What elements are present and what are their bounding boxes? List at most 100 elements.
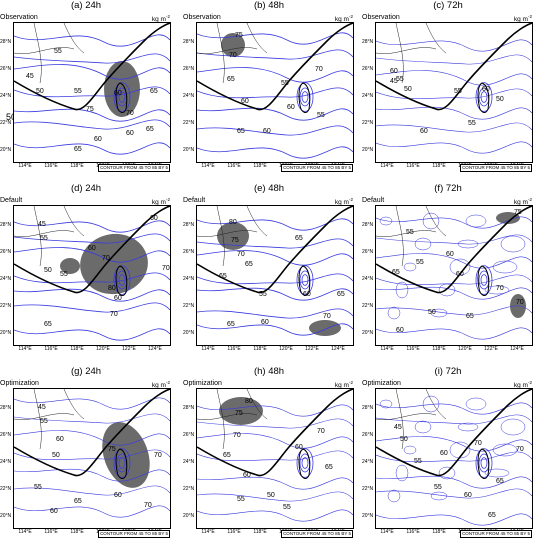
units-label: kg m-2 — [151, 14, 170, 24]
contour-line — [14, 34, 170, 47]
contour-line — [197, 87, 353, 99]
longitude-label: 114°E — [380, 529, 394, 535]
latitude-label: 22°N — [0, 303, 12, 309]
contour-line — [376, 414, 532, 425]
units-label: kg m-2 — [151, 197, 170, 207]
longitude-label: 120°E — [96, 346, 110, 352]
contour-ring — [113, 82, 131, 112]
contour-loop — [500, 418, 526, 436]
run-label: Observation — [183, 14, 221, 21]
boundary-line — [246, 206, 268, 237]
latitude-label: 20°N — [0, 330, 12, 336]
latitude-label: 24°N — [183, 276, 195, 282]
contour-line — [14, 430, 170, 446]
boundary-line — [425, 23, 447, 54]
taiwan-outline — [115, 265, 128, 296]
map-panel: (b) 48h Observation kg m-2 75 70 65 60 55 70 60 55… — [183, 0, 355, 172]
contour-label: 65 — [466, 313, 474, 320]
latitude-label: 26°N — [0, 66, 12, 72]
contour-loop — [492, 443, 518, 457]
latitude-label: 26°N — [183, 249, 195, 255]
contour-label: 65 — [227, 321, 235, 328]
panel-title: (a) 24h — [70, 0, 102, 11]
boundary-line — [216, 389, 225, 450]
map-area: 45 55 60 50 75 55 70 60 65 60 70 — [13, 388, 171, 529]
latitude-label: 26°N — [362, 432, 374, 438]
contour-label: 60 — [114, 492, 122, 499]
map-panel: (d) 24h Default kg m-2 45 55 60 50 55 70 80 60 70 65… — [0, 183, 172, 355]
contour-line — [376, 70, 532, 86]
contour-label: 75 — [108, 446, 116, 453]
latitude-label: 24°N — [362, 459, 374, 465]
contour-line — [197, 107, 353, 121]
contour-label: 70 — [474, 440, 482, 447]
contour-loop — [422, 395, 440, 413]
boundary-line — [33, 206, 42, 267]
contour-loop — [422, 212, 440, 230]
latitude-label: 22°N — [183, 120, 195, 126]
contour-label: 45 — [390, 78, 398, 85]
panel-title: (i) 72h — [434, 366, 462, 377]
page-side-label: 50 — [6, 112, 17, 122]
contour-loop — [379, 216, 393, 226]
contour-loop — [395, 464, 409, 482]
contour-label: 50 — [496, 96, 504, 103]
contour-line — [376, 488, 532, 499]
run-label: Optimization — [362, 380, 401, 387]
contour-label: 60 — [440, 450, 448, 457]
latitude-label: 26°N — [183, 432, 195, 438]
longitude-label: 116°E — [227, 346, 241, 352]
boundary-line — [376, 413, 437, 420]
latitude-label: 24°N — [183, 93, 195, 99]
latitude-label: 28°N — [0, 222, 12, 228]
contour-line — [14, 119, 170, 130]
contour-label: 65 — [74, 498, 82, 505]
latitude-label: 24°N — [0, 276, 12, 282]
contour-line — [197, 418, 353, 429]
contour-label: 60 — [114, 295, 122, 302]
map-area: 80 75 70 65 65 65 60 55 60 65 70 65 — [196, 205, 354, 346]
contour-label: 60 — [94, 136, 102, 143]
latitude-label: 26°N — [362, 249, 374, 255]
contour-label: 60 — [50, 508, 58, 515]
run-label: Optimization — [183, 380, 222, 387]
contour-label: 65 — [325, 464, 333, 471]
latitude-label: 20°N — [183, 147, 195, 153]
shaded-region — [104, 61, 140, 117]
panel-title: (f) 72h — [434, 183, 462, 194]
longitude-label: 116°E — [44, 163, 58, 169]
contour-label: 60 — [295, 444, 303, 451]
contour-ring — [301, 274, 309, 286]
shaded-region — [309, 320, 341, 336]
latitude-label: 20°N — [362, 330, 374, 336]
contour-line — [376, 327, 532, 340]
contour-label: 65 — [237, 128, 245, 135]
longitude-label: 114°E — [201, 529, 215, 535]
contour-label: 70 — [315, 66, 323, 73]
contour-ring — [296, 82, 314, 112]
contour-label: 60 — [287, 104, 295, 111]
map-panel: (a) 24h Observation kg m-2 55 50 45 55 60 70 75 60… — [0, 0, 172, 172]
boundary-line — [14, 413, 75, 420]
boundary-line — [395, 206, 404, 267]
contour-label: 80 — [108, 285, 116, 292]
contour-ring — [113, 448, 131, 478]
contour-line — [197, 67, 353, 83]
contour-line — [14, 449, 170, 461]
longitude-label: 116°E — [44, 346, 58, 352]
contour-info-box: CONTOUR FROM 45 TO 85 BY 5 — [98, 164, 170, 172]
taiwan-outline — [477, 448, 490, 479]
latitude-label: 24°N — [183, 459, 195, 465]
contour-label: 65 — [496, 478, 504, 485]
contour-line — [14, 328, 170, 341]
latitude-label: 28°N — [183, 405, 195, 411]
longitude-label: 118°E — [432, 346, 446, 352]
contour-loop — [465, 397, 487, 411]
contour-label: 70 — [233, 432, 241, 439]
contour-ring — [480, 274, 488, 286]
latitude-label: 20°N — [362, 513, 374, 519]
run-label: Default — [183, 197, 206, 204]
contour-ring — [118, 91, 126, 103]
contour-label: 65 — [74, 146, 82, 153]
contour-label: 65 — [337, 291, 345, 298]
